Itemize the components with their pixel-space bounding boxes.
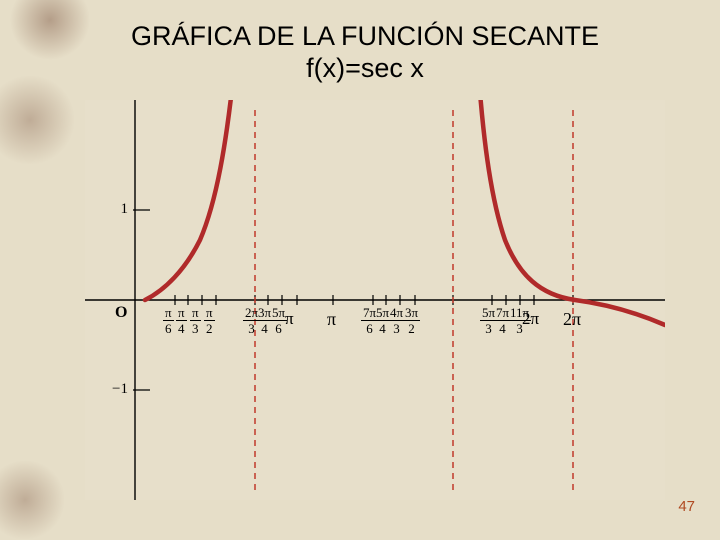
graph-svg (85, 100, 665, 500)
origin-label: O (115, 304, 127, 322)
y-tick-label: −1 (103, 381, 128, 398)
x-tick-label: π6 (163, 306, 174, 335)
x-tick-label: π (285, 309, 294, 329)
page-number: 47 (678, 498, 695, 515)
y-tick-label: 1 (103, 201, 128, 218)
x-tick-label: 2π (522, 309, 539, 329)
slide-container: GRÁFICA DE LA FUNCIÓN SECANTE f(x)=sec x… (0, 0, 720, 540)
x-tick-2pi: 2π (563, 309, 581, 330)
secant-graph: π6π4π3π22π33π45π6π7π65π44π33π25π37π411π3… (85, 100, 665, 500)
title-line-1: GRÁFICA DE LA FUNCIÓN SECANTE (85, 20, 645, 52)
slide-title: GRÁFICA DE LA FUNCIÓN SECANTE f(x)=sec x (85, 20, 645, 85)
x-tick-label: 3π2 (403, 306, 420, 335)
x-tick-label: π3 (190, 306, 201, 335)
title-line-2: f(x)=sec x (85, 52, 645, 84)
x-tick-pi: π (327, 309, 336, 330)
x-tick-label: π2 (204, 306, 215, 335)
x-tick-label: π4 (176, 306, 187, 335)
